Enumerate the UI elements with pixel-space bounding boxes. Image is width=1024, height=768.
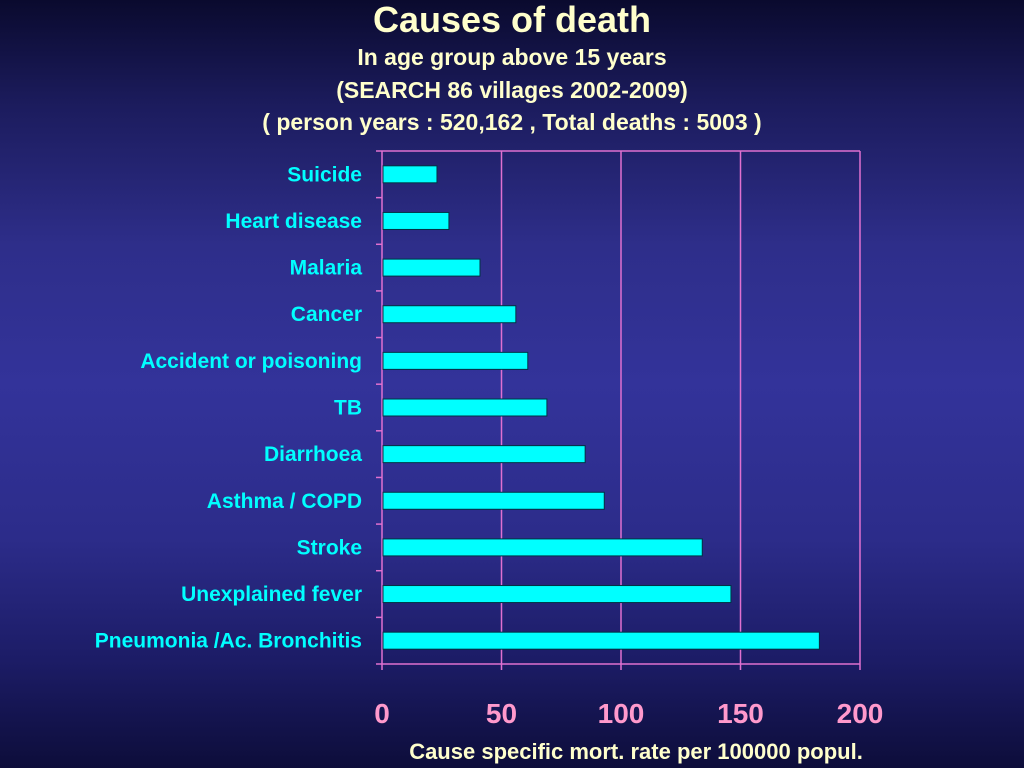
category-label: Malaria	[290, 257, 363, 280]
bar	[382, 445, 586, 464]
category-label: Unexplained fever	[181, 583, 362, 606]
bar	[382, 305, 517, 324]
x-tick-label: 200	[837, 698, 884, 729]
category-label: Pneumonia /Ac. Bronchitis	[95, 630, 362, 653]
bar	[382, 585, 732, 604]
bar	[382, 538, 703, 557]
category-label: Cancer	[291, 303, 362, 326]
bar	[382, 211, 450, 230]
x-axis-title: Cause specific mort. rate per 100000 pop…	[409, 739, 863, 764]
bar	[382, 398, 548, 417]
chart-title: Causes of death	[372, 0, 652, 40]
x-tick-label: 50	[486, 698, 517, 729]
bar	[382, 351, 529, 370]
category-label: Asthma / COPD	[207, 490, 362, 513]
x-tick-label: 0	[374, 698, 390, 729]
chart-subtitle-1: In age group above 15 years	[357, 44, 667, 70]
bar	[382, 491, 605, 510]
category-label: Stroke	[297, 536, 362, 559]
category-label: TB	[334, 397, 362, 420]
category-label: Suicide	[287, 163, 362, 186]
chart-subtitle-3: ( person years : 520,162 , Total deaths …	[262, 109, 762, 135]
bar	[382, 258, 481, 277]
x-tick-label: 100	[598, 698, 645, 729]
category-label: Diarrhoea	[264, 443, 362, 466]
bar	[382, 165, 438, 184]
category-label: Accident or poisoning	[140, 350, 362, 373]
category-label: Heart disease	[225, 210, 362, 233]
chart-subtitle-2: (SEARCH 86 villages 2002-2009)	[336, 77, 688, 103]
x-tick-label: 150	[717, 698, 764, 729]
bar	[382, 631, 820, 650]
